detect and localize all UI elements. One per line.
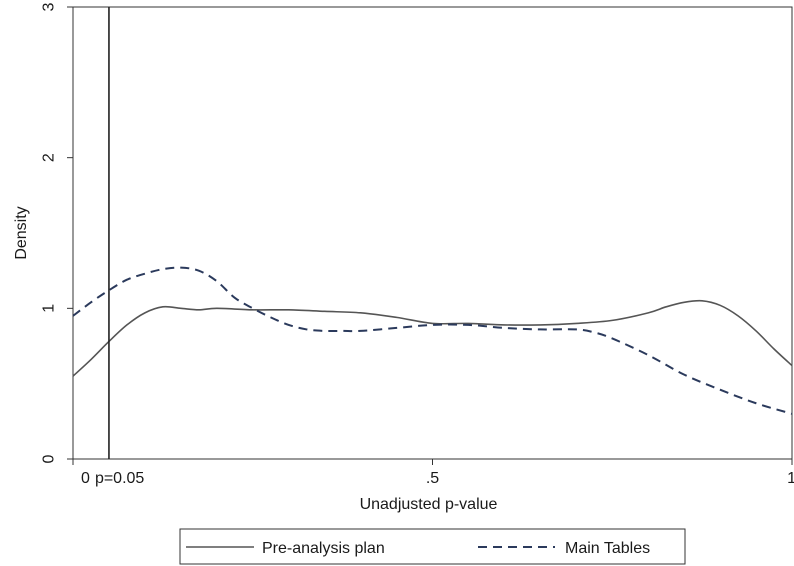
legend-box	[179, 528, 686, 565]
x-axis: 0.5 1	[72, 459, 794, 487]
series-line-main-tables	[72, 266, 793, 415]
legend-label-pre-analysis-plan: Pre-analysis plan	[262, 540, 385, 557]
x-tick-label: 1	[787, 470, 794, 487]
x-axis-title: Unadjusted p-value	[360, 496, 498, 513]
y-axis: 0 1 2 3	[41, 2, 73, 463]
y-tick-label: 1	[41, 304, 58, 313]
annotation-layer: p=0.05	[95, 7, 144, 487]
y-axis-title: Density	[13, 206, 30, 259]
plot-area	[72, 6, 793, 460]
y-tick-label: 0	[41, 454, 58, 463]
x-tick-label: .5	[426, 470, 439, 487]
legend: Pre-analysis plan Main Tables	[179, 528, 686, 565]
y-tick-label: 3	[41, 2, 58, 11]
series-line-pre-analysis-plan	[72, 299, 793, 377]
reference-line-label: p=0.05	[95, 470, 144, 487]
legend-label-main-tables: Main Tables	[565, 540, 650, 557]
y-tick-label: 2	[41, 153, 58, 162]
x-tick-label: 0	[81, 470, 90, 487]
series-layer	[72, 266, 793, 415]
